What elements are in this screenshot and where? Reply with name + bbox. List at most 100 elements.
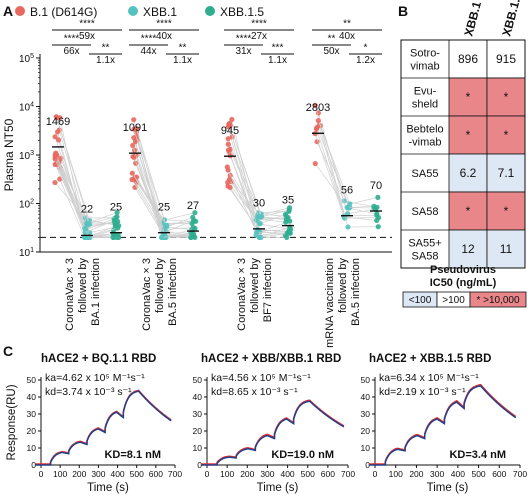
group-label: followed by (249, 258, 261, 314)
spr-y-tick-label: 40 (193, 392, 203, 402)
significance-stars: ** (179, 43, 187, 54)
data-point (116, 235, 121, 240)
significance-stars: ** (102, 43, 110, 54)
spr-ka-value: ka=4.62 x 10⁵ M⁻¹s⁻¹ (45, 372, 145, 384)
data-point (226, 142, 231, 147)
panel-label-c: C (3, 343, 13, 359)
table-column-header: XBB.1 (461, 0, 484, 38)
spr-x-axis-title: Time (s) (427, 482, 469, 494)
table-row-label: SA55 (412, 168, 439, 180)
group-label: followed by (77, 258, 89, 314)
significance-stars: **** (64, 34, 80, 45)
data-point (313, 161, 318, 166)
data-point (164, 223, 169, 228)
data-point (130, 171, 135, 176)
legend-marker (205, 6, 215, 16)
group-label: BA.5 infection (350, 258, 362, 326)
data-point (375, 195, 380, 200)
spr-y-axis-title: Response(RU) (6, 384, 18, 460)
spr-x-tick-label: 100 (53, 469, 67, 479)
data-point (371, 204, 376, 209)
spr-x-tick-label: 600 (321, 469, 335, 479)
spr-y-tick-label: 50 (361, 375, 371, 385)
data-point (129, 177, 134, 182)
spr-KD-value: KD=19.0 nM (271, 449, 334, 461)
data-point (53, 156, 58, 161)
significance-stars: ** (343, 19, 351, 30)
ic50-legend-title: Pseudovirus (430, 264, 496, 276)
significance-stars: ** (328, 34, 336, 45)
y-tick-label: 104 (19, 102, 34, 114)
spr-ka-value: ka=4.56 x 10⁵ M⁻¹s⁻¹ (211, 372, 311, 384)
spr-y-tick-label: 20 (193, 426, 203, 436)
table-cell-value: 6.2 (460, 166, 477, 180)
y-axis-title: Plasma NT50 (2, 118, 16, 191)
significance-stars: **** (141, 34, 157, 45)
data-point (115, 225, 120, 230)
median-value-label: 35 (282, 194, 294, 206)
spr-x-tick-label: 0 (39, 469, 44, 479)
legend-marker (15, 6, 25, 16)
spr-x-tick-label: 100 (220, 469, 234, 479)
spr-y-tick-label: 20 (27, 426, 37, 436)
group-label: BA.1 infection (90, 258, 102, 326)
spr-plot-title: hACE2 + BQ.1.1 RBD (41, 353, 156, 365)
data-point (225, 167, 230, 172)
data-point (191, 218, 196, 223)
table-row-label: SA55+ (408, 238, 441, 250)
ic50-legend-label: >100 (442, 295, 465, 306)
significance-stars: * (364, 43, 368, 54)
spr-x-tick-label: 200 (409, 469, 423, 479)
table-cell-value: * (504, 128, 509, 142)
spr-x-tick-label: 100 (389, 469, 403, 479)
table-row-label: Evu- (414, 86, 437, 98)
fold-change-label: 1.1x (96, 55, 115, 66)
fold-change-label: 44x (140, 46, 156, 57)
table-cell-value: 896 (458, 52, 478, 66)
data-point (284, 217, 289, 222)
median-value-label: 25 (110, 202, 122, 214)
median-value-label: 945 (221, 125, 239, 137)
fold-change-label: 40x (156, 31, 172, 42)
legend-label: B.1 (D614G) (30, 5, 97, 19)
ic50-legend-label: <100 (409, 295, 432, 306)
y-tick-label: 105 (19, 53, 34, 65)
legend-label: XBB.1 (143, 5, 177, 19)
table-cell-value: * (504, 90, 509, 104)
spr-plot-title: hACE2 + XBB.1.5 RBD (369, 353, 491, 365)
table-column-header: XBB.1.5 (499, 0, 524, 38)
spr-kd-value: kd=2.19 x 10⁻³ s⁻¹ (379, 386, 466, 398)
table-cell-value: 12 (461, 242, 475, 256)
data-point (112, 219, 117, 224)
ic50-legend-label: * >10,000 (476, 295, 520, 306)
spr-y-tick-label: 40 (27, 392, 37, 402)
fold-change-label: 1.1x (173, 55, 192, 66)
spr-y-tick-label: 30 (27, 409, 37, 419)
table-cell-value: 915 (496, 52, 516, 66)
fold-change-label: 40x (339, 31, 355, 42)
spr-x-tick-label: 700 (341, 469, 355, 479)
spr-kd-value: kd=8.65 x 10⁻³ s⁻¹ (211, 386, 298, 398)
fold-change-label: 31x (235, 46, 251, 57)
significance-stars: **** (79, 19, 95, 30)
panel-label-b: B (398, 3, 408, 19)
group-label: BF7 infection (262, 258, 274, 322)
table-row-label: -vimab (408, 137, 441, 149)
table-cell-value: * (504, 204, 509, 218)
data-point (130, 143, 135, 148)
fold-change-label: 1.2x (356, 55, 375, 66)
significance-stars: **** (156, 19, 172, 30)
table-row-label: vimab (410, 61, 439, 73)
data-point (254, 230, 259, 235)
table-row-label: Sotro- (410, 48, 440, 60)
spr-y-tick-label: 10 (361, 443, 371, 453)
spr-y-tick-label: 10 (193, 443, 203, 453)
spr-x-tick-label: 400 (451, 469, 465, 479)
group-label: mRNA vaccination (324, 258, 336, 348)
spr-kd-value: kd=3.74 x 10⁻³ s⁻¹ (45, 386, 132, 398)
paired-sample-line (132, 173, 194, 225)
data-point (56, 137, 61, 142)
spr-x-tick-label: 400 (110, 469, 124, 479)
